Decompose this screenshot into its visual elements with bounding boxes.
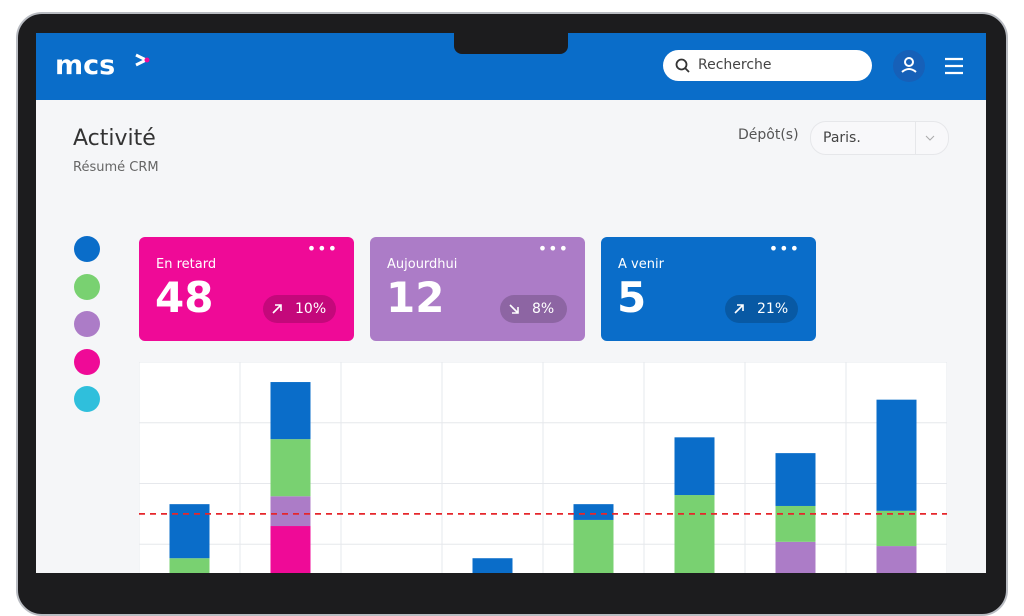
bar-segment: [775, 505, 816, 542]
legend-swatch: [74, 273, 100, 300]
card[interactable]: Aujourdhui 12 ••• 8%: [370, 237, 585, 341]
bar-segment: [775, 541, 816, 573]
search-placeholder: Recherche: [698, 57, 772, 73]
trend-down: [509, 304, 519, 314]
card-title: A venir: [618, 257, 664, 272]
card[interactable]: En retard 48 ••• 10%: [139, 237, 354, 341]
bar-segment: [674, 495, 715, 573]
divider: [915, 122, 916, 154]
bar-segment: [775, 453, 816, 506]
legend-swatch: [74, 386, 100, 412]
card-title: Aujourdhui: [387, 257, 458, 272]
card-title: En retard: [156, 257, 217, 272]
menu-button[interactable]: [944, 57, 964, 75]
card[interactable]: A venir 5 ••• 21%: [601, 237, 816, 341]
change-text: 21%: [757, 301, 789, 317]
card-value: 5: [617, 273, 647, 322]
legend: [74, 236, 100, 424]
more[interactable]: •••: [306, 239, 338, 258]
trend-up: [734, 304, 744, 314]
bar-segment: [876, 546, 917, 573]
bar-segment: [169, 504, 210, 559]
filter-select[interactable]: Paris.: [810, 121, 949, 155]
change-text: 10%: [295, 301, 327, 317]
bar-segment: [270, 496, 311, 527]
page: mcs Recherche Activité Résumé CRM Dépôt(…: [16, 12, 1008, 616]
filter-label: Dépôt(s): [738, 127, 799, 143]
filter-value: Paris.: [823, 130, 861, 146]
card-change: 10%: [263, 295, 336, 323]
card-change: 8%: [500, 295, 567, 323]
bar-segment: [674, 437, 715, 496]
legend-swatch: [74, 236, 100, 262]
user-button[interactable]: [893, 50, 925, 82]
bar-segment: [876, 399, 917, 511]
card-change: 21%: [725, 295, 798, 323]
bar-segment: [270, 439, 311, 497]
change-text: 8%: [532, 301, 555, 317]
logo-arrow: [135, 53, 150, 67]
more[interactable]: •••: [768, 239, 800, 258]
card-value: 48: [155, 273, 214, 322]
screen: mcs Recherche Activité Résumé CRM Dépôt(…: [36, 33, 986, 573]
bar-segment: [169, 558, 210, 573]
bar-segment: [573, 504, 614, 520]
user-icon: [901, 57, 917, 73]
bar-segment: [270, 526, 311, 573]
bar-segment: [270, 382, 311, 440]
page-title: Activité: [73, 126, 156, 151]
bar-segment: [573, 519, 614, 573]
bar-segment: [472, 558, 513, 573]
legend-swatch: [74, 311, 100, 337]
logo: mcs: [55, 50, 116, 81]
trend-up: [272, 304, 282, 314]
page-subtitle: Résumé CRM: [73, 160, 159, 175]
card-value: 12: [386, 273, 445, 322]
search-icon: [675, 58, 690, 73]
bar-segment: [876, 510, 917, 547]
legend-swatch: [74, 348, 100, 375]
chart: [139, 362, 947, 573]
chevron: [925, 135, 935, 141]
search-box[interactable]: Recherche: [663, 50, 872, 81]
more[interactable]: •••: [537, 239, 569, 258]
camera-notch: [454, 33, 568, 54]
